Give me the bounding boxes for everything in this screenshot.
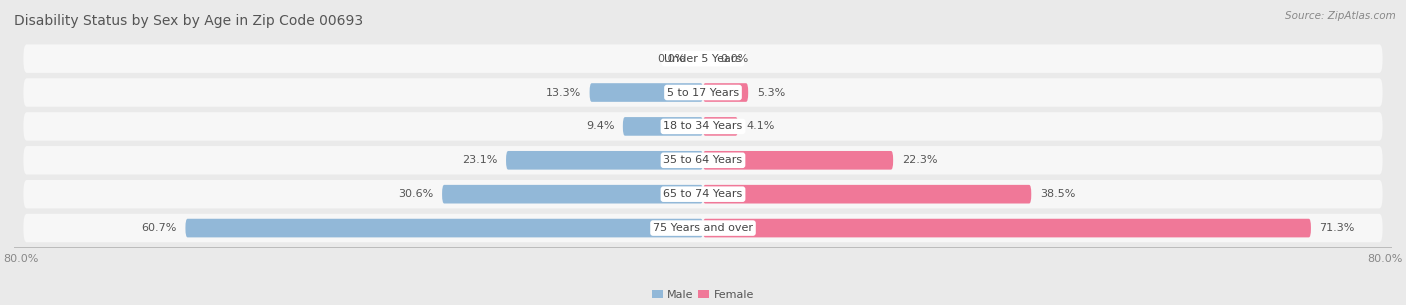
FancyBboxPatch shape bbox=[24, 45, 1382, 73]
Text: 75 Years and over: 75 Years and over bbox=[652, 223, 754, 233]
Text: 0.0%: 0.0% bbox=[720, 54, 748, 64]
Text: Disability Status by Sex by Age in Zip Code 00693: Disability Status by Sex by Age in Zip C… bbox=[14, 14, 363, 28]
Text: 38.5%: 38.5% bbox=[1040, 189, 1076, 199]
Text: 9.4%: 9.4% bbox=[586, 121, 614, 131]
Text: 13.3%: 13.3% bbox=[546, 88, 581, 98]
FancyBboxPatch shape bbox=[589, 83, 703, 102]
FancyBboxPatch shape bbox=[24, 78, 1382, 107]
Text: 18 to 34 Years: 18 to 34 Years bbox=[664, 121, 742, 131]
Legend: Male, Female: Male, Female bbox=[647, 285, 759, 304]
Text: 5 to 17 Years: 5 to 17 Years bbox=[666, 88, 740, 98]
FancyBboxPatch shape bbox=[623, 117, 703, 136]
FancyBboxPatch shape bbox=[24, 214, 1382, 242]
FancyBboxPatch shape bbox=[703, 117, 738, 136]
FancyBboxPatch shape bbox=[24, 112, 1382, 141]
Text: 4.1%: 4.1% bbox=[747, 121, 775, 131]
Text: 0.0%: 0.0% bbox=[658, 54, 686, 64]
Text: 35 to 64 Years: 35 to 64 Years bbox=[664, 155, 742, 165]
FancyBboxPatch shape bbox=[703, 219, 1310, 237]
Text: 30.6%: 30.6% bbox=[398, 189, 433, 199]
Text: 71.3%: 71.3% bbox=[1319, 223, 1355, 233]
Text: 60.7%: 60.7% bbox=[142, 223, 177, 233]
FancyBboxPatch shape bbox=[24, 180, 1382, 208]
FancyBboxPatch shape bbox=[441, 185, 703, 203]
Text: 65 to 74 Years: 65 to 74 Years bbox=[664, 189, 742, 199]
FancyBboxPatch shape bbox=[703, 151, 893, 170]
Text: 23.1%: 23.1% bbox=[463, 155, 498, 165]
FancyBboxPatch shape bbox=[703, 83, 748, 102]
Text: Source: ZipAtlas.com: Source: ZipAtlas.com bbox=[1285, 11, 1396, 21]
FancyBboxPatch shape bbox=[24, 146, 1382, 174]
FancyBboxPatch shape bbox=[186, 219, 703, 237]
Text: 5.3%: 5.3% bbox=[756, 88, 785, 98]
FancyBboxPatch shape bbox=[703, 185, 1031, 203]
FancyBboxPatch shape bbox=[506, 151, 703, 170]
Text: 22.3%: 22.3% bbox=[901, 155, 938, 165]
Text: Under 5 Years: Under 5 Years bbox=[665, 54, 741, 64]
